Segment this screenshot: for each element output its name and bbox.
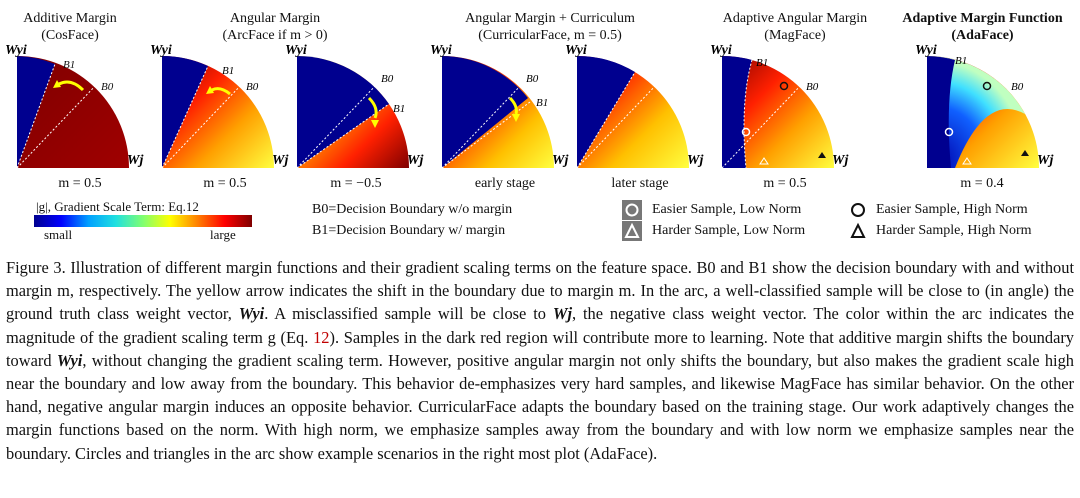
legend-b0: B0=Decision Boundary w/o margin xyxy=(312,202,513,217)
panel-arcface-neg: B0 B1 Wyi Wj xyxy=(285,43,423,169)
svg-text:Wyi: Wyi xyxy=(565,43,587,58)
panel-curricular-later: Wyi Wj xyxy=(565,43,703,169)
panel-title-magface: Adaptive Angular Margin (MagFace) xyxy=(722,11,868,43)
svg-text:Wj: Wj xyxy=(272,153,288,168)
svg-text:Wj: Wj xyxy=(832,153,848,168)
panel-label-4: early stage xyxy=(474,176,536,191)
legend-hard-high: Harder Sample, High Norm xyxy=(876,223,1032,238)
figure-3: Additive Margin (CosFace) Angular Margin(… xyxy=(5,11,1063,242)
hard-low-norm-icon xyxy=(622,221,642,241)
svg-text:Wyi: Wyi xyxy=(285,43,307,58)
svg-text:Wyi: Wyi xyxy=(430,43,452,58)
triangle-marker xyxy=(818,152,826,158)
svg-text:Wj: Wj xyxy=(687,153,703,168)
figure-caption: Figure 3. Illustration of different marg… xyxy=(6,258,1075,463)
svg-text:B1: B1 xyxy=(756,57,768,69)
easy-low-norm-icon xyxy=(622,200,642,220)
panel-cosface: B1 B0 Wyi Wj xyxy=(5,43,143,169)
panel-label-2: m = 0.5 xyxy=(203,176,247,191)
panel-label-7: m = 0.4 xyxy=(960,176,1004,191)
b0-label: B0 xyxy=(101,81,114,93)
svg-text:Wj: Wj xyxy=(1037,153,1053,168)
wj-axis-label: Wj xyxy=(127,153,143,168)
panel-adaface: B1 B0 Wyi Wj xyxy=(915,43,1053,168)
legend-easy-low: Easier Sample, Low Norm xyxy=(652,202,802,217)
yellow-arrow xyxy=(58,80,85,92)
svg-text:Wyi: Wyi xyxy=(915,43,937,58)
equation-link[interactable]: 12 xyxy=(313,327,330,347)
panel-title-curricularface: Angular Margin + Curriculum (CurricularFa… xyxy=(465,11,635,43)
panel-curricular-early: B0 B1 Wyi Wj xyxy=(430,43,568,169)
colorbar-large-label: large xyxy=(210,227,236,242)
panel-title-cosface: Additive Margin (CosFace) xyxy=(23,11,117,43)
svg-text:Wyi: Wyi xyxy=(710,43,732,58)
svg-text:B0: B0 xyxy=(381,73,394,85)
easy-high-norm-icon xyxy=(851,203,865,217)
svg-text:B0: B0 xyxy=(526,73,539,85)
hard-high-norm-icon xyxy=(850,222,866,238)
svg-text:Wj: Wj xyxy=(552,153,568,168)
svg-text:B0: B0 xyxy=(1011,81,1024,93)
panel-title-arcface: Angular Margin (ArcFace if m > 0) xyxy=(222,11,328,43)
colorbar-title: |g|, Gradient Scale Term: Eq.12 xyxy=(36,199,199,214)
panel-title-adaface: Adaptive Margin Function (AdaFace) xyxy=(902,11,1063,43)
circle-marker xyxy=(779,81,789,91)
wy-axis-label: Wyi xyxy=(5,43,27,58)
svg-text:Wj: Wj xyxy=(407,153,423,168)
panel-label-3: m = −0.5 xyxy=(330,176,382,191)
legend-hard-low: Harder Sample, Low Norm xyxy=(652,223,806,238)
colorbar-small-label: small xyxy=(44,227,73,242)
svg-text:B0: B0 xyxy=(246,81,259,93)
svg-text:B1: B1 xyxy=(955,55,967,67)
legend-easy-high: Easier Sample, High Norm xyxy=(876,202,1028,217)
panel-label-1: m = 0.5 xyxy=(58,176,102,191)
b1-label: B1 xyxy=(63,59,75,71)
svg-text:B1: B1 xyxy=(393,103,405,115)
svg-text:B1: B1 xyxy=(536,97,548,109)
colorbar xyxy=(34,215,252,227)
svg-text:Wyi: Wyi xyxy=(150,43,172,58)
svg-text:B0: B0 xyxy=(806,81,819,93)
panel-arcface-pos: B1 B0 Wyi Wj xyxy=(150,43,288,169)
panel-label-6: m = 0.5 xyxy=(763,176,807,191)
svg-text:B1: B1 xyxy=(222,65,234,77)
arc-easy-region xyxy=(17,56,55,168)
legend-b1: B1=Decision Boundary w/ margin xyxy=(312,223,506,238)
panel-label-5: later stage xyxy=(611,176,669,191)
panel-magface: B1 B0 Wyi Wj xyxy=(710,43,848,169)
